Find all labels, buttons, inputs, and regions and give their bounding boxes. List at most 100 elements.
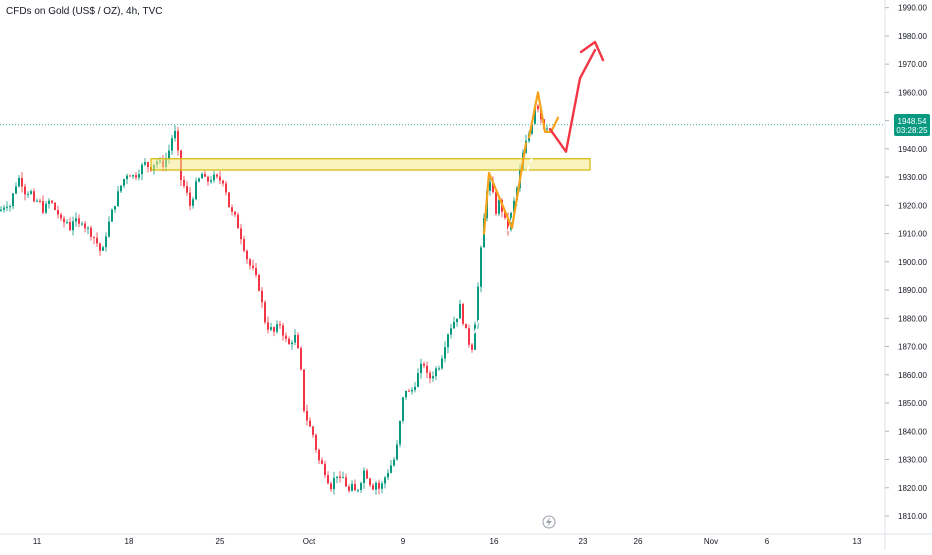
candle xyxy=(210,175,212,184)
candle xyxy=(264,300,266,325)
candle xyxy=(462,302,464,326)
candle xyxy=(126,173,128,184)
y-tick-label: 1910.00 xyxy=(898,230,927,239)
candle xyxy=(336,476,338,484)
candle xyxy=(426,361,428,379)
candle xyxy=(237,212,239,229)
candle xyxy=(399,420,401,448)
orange-zigzag-pattern[interactable] xyxy=(482,142,528,235)
candle xyxy=(429,370,431,384)
candle xyxy=(129,174,131,177)
candle xyxy=(99,242,101,256)
candle xyxy=(252,259,254,271)
y-tick-label: 1990.00 xyxy=(898,4,927,13)
candle xyxy=(489,178,491,196)
candle xyxy=(18,174,20,188)
candle xyxy=(66,219,68,224)
dashed-trendline[interactable] xyxy=(412,120,545,522)
candle xyxy=(324,460,326,478)
candle xyxy=(183,175,185,189)
x-tick-label: Oct xyxy=(303,537,316,546)
candle xyxy=(204,170,206,177)
candle xyxy=(444,341,446,363)
candle xyxy=(78,214,80,228)
candle xyxy=(45,201,47,215)
candle xyxy=(135,172,137,181)
candle xyxy=(423,361,425,369)
candle xyxy=(303,369,305,414)
lightning-badge-icon[interactable] xyxy=(542,515,556,529)
candle xyxy=(87,226,89,235)
y-tick-label: 1920.00 xyxy=(898,201,927,210)
candle xyxy=(81,221,83,226)
candle xyxy=(330,481,332,492)
candle xyxy=(381,481,383,494)
candle xyxy=(267,316,269,334)
candle xyxy=(132,174,134,179)
candle xyxy=(249,257,251,270)
candle xyxy=(396,440,398,461)
candle xyxy=(402,396,404,424)
candle xyxy=(360,481,362,494)
candle xyxy=(294,329,296,346)
candle xyxy=(222,179,224,187)
candle xyxy=(411,387,413,395)
resistance-zone[interactable] xyxy=(150,158,591,171)
orange-zigzag-pattern-2[interactable] xyxy=(527,91,560,139)
candle xyxy=(33,188,35,203)
candle xyxy=(219,171,221,185)
candle xyxy=(276,320,278,334)
candle xyxy=(435,366,437,381)
candle xyxy=(96,232,98,248)
candle xyxy=(465,323,467,329)
candle xyxy=(228,192,230,208)
price-badge-box xyxy=(894,114,930,136)
candle xyxy=(54,202,56,211)
x-tick-label: 9 xyxy=(401,537,406,546)
candle xyxy=(213,170,215,183)
price-axis: 1990.001980.001970.001960.001950.001940.… xyxy=(884,0,927,550)
candle xyxy=(246,249,248,264)
candle xyxy=(63,215,65,228)
candle xyxy=(114,205,116,213)
candle xyxy=(207,175,209,186)
candle xyxy=(108,216,110,238)
candle xyxy=(312,425,314,438)
candle xyxy=(177,126,179,156)
candle xyxy=(270,322,272,332)
candle xyxy=(174,125,176,142)
candle xyxy=(297,332,299,349)
y-tick-label: 1960.00 xyxy=(898,88,927,97)
candle xyxy=(459,299,461,319)
red-projection-path[interactable] xyxy=(548,48,597,153)
candle xyxy=(288,336,290,345)
candle xyxy=(393,456,395,467)
y-tick-label: 1820.00 xyxy=(898,484,927,493)
candle xyxy=(474,321,476,350)
candle xyxy=(453,316,455,329)
y-tick-label: 1840.00 xyxy=(898,427,927,436)
candle xyxy=(372,483,374,491)
candle xyxy=(300,346,302,371)
candle xyxy=(90,225,92,241)
candle xyxy=(414,382,416,393)
y-tick-label: 1880.00 xyxy=(898,314,927,323)
candle xyxy=(6,201,8,212)
y-tick-label: 1940.00 xyxy=(898,145,927,154)
candle xyxy=(195,177,197,201)
y-tick-label: 1890.00 xyxy=(898,286,927,295)
candle xyxy=(357,489,359,493)
candle xyxy=(345,473,347,487)
x-tick-label: Nov xyxy=(704,537,718,546)
candle xyxy=(261,287,263,309)
candle xyxy=(432,371,434,382)
candle xyxy=(105,232,107,252)
candle xyxy=(231,204,233,216)
candle xyxy=(354,479,356,491)
candle xyxy=(225,180,227,196)
candle xyxy=(333,471,335,495)
candle xyxy=(375,480,377,495)
candle xyxy=(315,433,317,454)
